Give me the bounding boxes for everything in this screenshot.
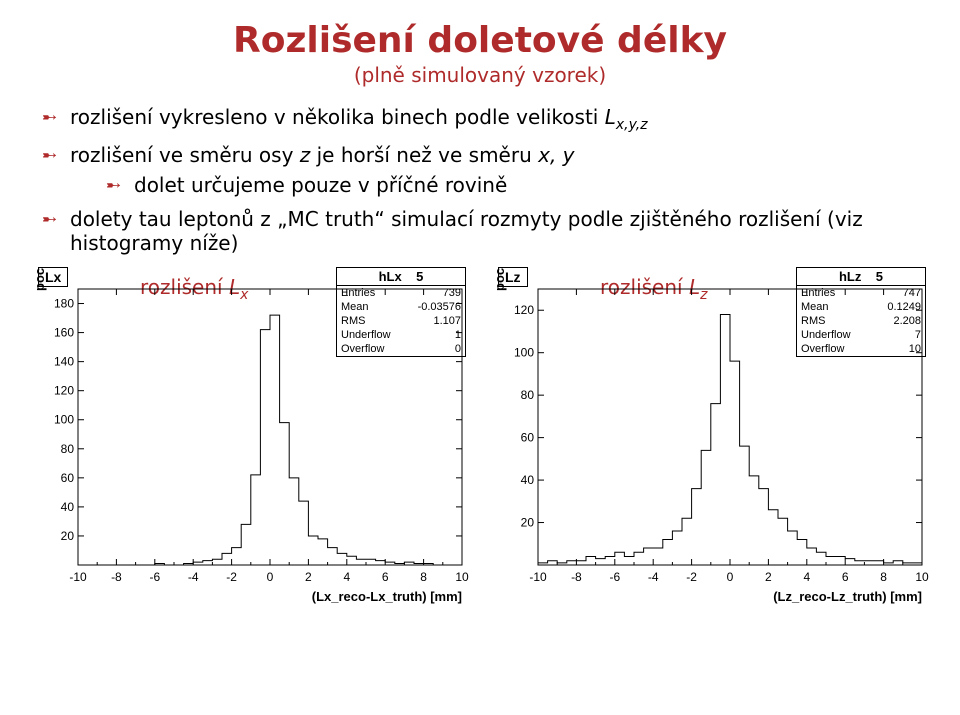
svg-text:120: 120 xyxy=(54,384,74,398)
bullet-1-sym: L xyxy=(605,105,616,129)
svg-text:-6: -6 xyxy=(149,570,160,584)
svg-text:-2: -2 xyxy=(226,570,237,584)
svg-text:-4: -4 xyxy=(188,570,199,584)
svg-text:60: 60 xyxy=(521,431,535,445)
svg-text:80: 80 xyxy=(61,442,75,456)
svg-text:180: 180 xyxy=(54,297,74,311)
svg-text:100: 100 xyxy=(514,346,534,360)
bullet-1-text: rozlišení vykresleno v několika binech p… xyxy=(70,105,605,129)
svg-text:10: 10 xyxy=(455,570,469,584)
bullet-2-sub: dolet určujeme pouze v příčné rovině xyxy=(106,173,930,197)
svg-text:2: 2 xyxy=(765,570,772,584)
svg-text:0: 0 xyxy=(727,570,734,584)
svg-text:-2: -2 xyxy=(686,570,697,584)
bullet-1: rozlišení vykresleno v několika binech p… xyxy=(42,105,930,133)
svg-text:10: 10 xyxy=(915,570,929,584)
svg-text:pocet: pocet xyxy=(492,267,507,291)
svg-text:160: 160 xyxy=(54,326,74,340)
bullet-1-sub: x,y,z xyxy=(616,117,648,133)
bullet-list: rozlišení vykresleno v několika binech p… xyxy=(30,105,930,255)
page-subtitle: (plně simulovaný vzorek) xyxy=(30,63,930,87)
svg-text:-10: -10 xyxy=(69,570,87,584)
svg-text:0: 0 xyxy=(267,570,274,584)
histogram-lz: Lz rozlišení Lz hLz 5 Entries747Mean0.12… xyxy=(490,267,930,607)
svg-text:-8: -8 xyxy=(111,570,122,584)
bullet-2-pre: rozlišení ve směru osy xyxy=(70,143,300,167)
svg-text:(Lz_reco-Lz_truth) [mm]: (Lz_reco-Lz_truth) [mm] xyxy=(773,589,922,604)
page-title: Rozlišení doletové délky xyxy=(30,20,930,61)
svg-text:8: 8 xyxy=(880,570,887,584)
histogram-lx: Lx rozlišení Lx hLx 5 Entries739Mean-0.0… xyxy=(30,267,470,607)
svg-text:80: 80 xyxy=(521,388,535,402)
svg-text:2: 2 xyxy=(305,570,312,584)
bullet-3: dolety tau leptonů z „MC truth“ simulací… xyxy=(42,207,930,255)
svg-text:40: 40 xyxy=(521,473,535,487)
svg-text:6: 6 xyxy=(842,570,849,584)
svg-text:4: 4 xyxy=(803,570,810,584)
bullet-2-z: z xyxy=(300,143,311,167)
svg-text:60: 60 xyxy=(61,471,75,485)
svg-text:4: 4 xyxy=(343,570,350,584)
svg-text:6: 6 xyxy=(382,570,389,584)
svg-text:120: 120 xyxy=(514,303,534,317)
svg-text:-8: -8 xyxy=(571,570,582,584)
bullet-2-mid: je horší než ve směru xyxy=(310,143,538,167)
svg-text:pocet: pocet xyxy=(32,267,47,291)
svg-text:140: 140 xyxy=(54,355,74,369)
bullet-2: rozlišení ve směru osy z je horší než ve… xyxy=(42,143,930,197)
svg-text:20: 20 xyxy=(61,529,75,543)
svg-text:8: 8 xyxy=(420,570,427,584)
svg-text:-6: -6 xyxy=(609,570,620,584)
svg-text:40: 40 xyxy=(61,500,75,514)
svg-text:-4: -4 xyxy=(648,570,659,584)
bullet-2-xy: x, y xyxy=(538,143,574,167)
svg-text:20: 20 xyxy=(521,516,535,530)
svg-text:-10: -10 xyxy=(529,570,547,584)
svg-text:100: 100 xyxy=(54,413,74,427)
svg-text:(Lx_reco-Lx_truth) [mm]: (Lx_reco-Lx_truth) [mm] xyxy=(312,589,462,604)
